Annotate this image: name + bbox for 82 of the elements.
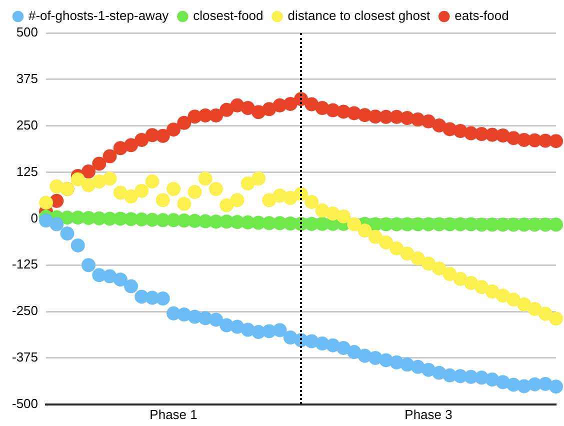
point [422,256,436,271]
x-tick-label: Phase 1 [150,406,198,422]
legend-label: #-of-ghosts-1-step-away [28,8,170,24]
point [549,218,563,232]
point [379,235,394,250]
y-tick-label: -125 [12,256,38,272]
point [368,230,382,244]
point [432,118,446,132]
point [198,172,212,186]
point [50,217,64,232]
point [400,246,414,261]
point [252,172,266,186]
point [124,189,138,204]
point [156,128,170,143]
point [336,209,351,224]
point [262,102,276,116]
point [304,194,319,209]
point [410,251,425,266]
point [166,122,181,137]
legend-label: eats-food [454,8,509,24]
point [209,108,224,122]
point [262,193,276,208]
x-tick-label: Phase 3 [404,406,452,422]
point [432,261,446,276]
point [145,174,160,189]
y-tick-label: 500 [16,24,38,40]
point [390,241,404,256]
point [156,193,170,208]
y-tick-label: 375 [16,71,38,86]
point [549,380,563,394]
point [528,302,542,316]
point [70,238,85,252]
point [209,182,224,196]
point [464,276,478,290]
y-tick-label: 0 [30,210,38,226]
point [272,323,287,338]
point [336,340,351,355]
point [82,164,96,179]
y-tick-label: -375 [12,350,38,365]
point [517,297,532,312]
point [442,267,457,282]
point [70,172,85,186]
point [549,134,563,148]
point [347,217,362,232]
point [82,178,96,192]
point [134,132,149,147]
point [39,196,54,210]
point [220,102,234,117]
point [506,292,520,307]
point [549,312,563,326]
point [220,198,234,212]
point [347,345,362,360]
point [283,96,298,111]
y-tick-label: -250 [12,303,38,318]
point [156,292,170,306]
point [134,184,149,198]
point [474,280,489,294]
legend-label: closest-food [193,8,264,24]
point [209,312,224,327]
y-tick-label: -500 [12,396,38,411]
point [92,156,106,171]
point [60,226,74,241]
point [82,258,96,272]
y-tick-label: 250 [16,117,38,132]
point [230,193,244,208]
point [188,184,202,199]
point [538,306,552,321]
point [304,97,319,112]
point [240,176,255,190]
point [102,172,117,186]
point [124,138,138,152]
point [102,149,117,164]
point [177,196,192,211]
point [177,116,192,130]
point [113,272,128,287]
point [166,182,181,196]
y-tick-label: 125 [16,164,38,179]
point [124,279,138,294]
point [422,114,436,128]
legend-label: distance to closest ghost [288,8,431,24]
point [358,224,372,238]
point [39,214,54,228]
